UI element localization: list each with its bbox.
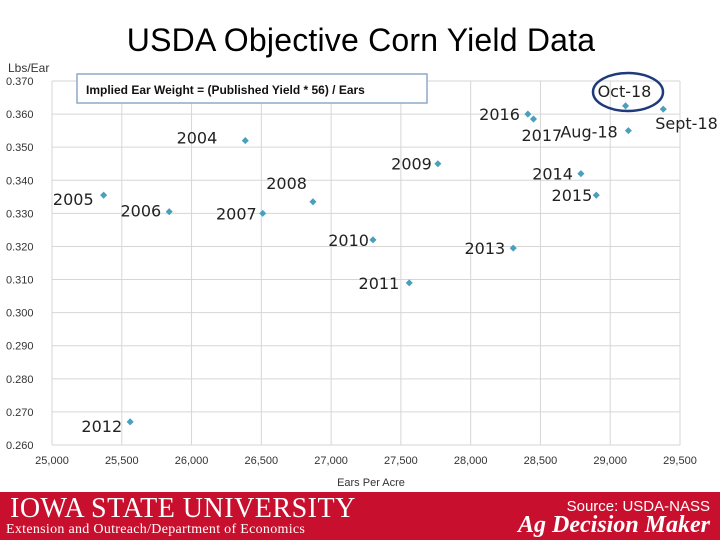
x-axis-title: Ears Per Acre <box>337 477 405 489</box>
data-label: 2012 <box>81 417 122 436</box>
data-label: 2007 <box>216 204 257 223</box>
data-point <box>369 236 377 244</box>
data-point <box>624 127 632 135</box>
x-tick-label: 29,000 <box>593 455 627 467</box>
chart-title: USDA Objective Corn Yield Data <box>126 22 596 58</box>
y-axis-title: Lbs/Ear <box>8 61 49 75</box>
y-tick-label: 0.310 <box>6 275 34 287</box>
data-label: 2004 <box>177 129 218 148</box>
y-tick-label: 0.300 <box>6 308 34 320</box>
data-point <box>241 137 249 145</box>
y-tick-label: 0.260 <box>6 440 34 452</box>
x-tick-label: 25,500 <box>105 455 139 467</box>
data-point <box>165 208 173 216</box>
y-tick-label: 0.370 <box>6 76 34 88</box>
data-label: 2008 <box>266 174 307 193</box>
highlight-circle <box>591 71 665 113</box>
data-point <box>405 279 413 287</box>
university-logo: IOWA STATE UNIVERSITY <box>10 493 356 524</box>
data-label: Oct-18 <box>598 82 652 101</box>
footer-bar: IOWA STATE UNIVERSITY Extension and Outr… <box>0 492 720 540</box>
data-point <box>434 160 442 168</box>
data-label: Aug-18 <box>560 123 617 142</box>
data-label: 2011 <box>359 274 400 293</box>
data-label: 2006 <box>121 202 162 221</box>
data-point <box>592 191 600 199</box>
scatter-chart: 0.260 0.270 0.280 0.290 0.300 0.310 0.320 0.330… <box>6 61 718 489</box>
x-tick-label: 27,000 <box>314 455 348 467</box>
data-label: 2016 <box>479 105 520 124</box>
data-point <box>524 110 532 118</box>
source-text: Source: USDA-NASS <box>566 498 710 515</box>
data-point <box>509 244 517 252</box>
data-point <box>259 209 267 217</box>
data-point <box>529 115 538 123</box>
y-tick-label: 0.270 <box>6 407 34 419</box>
y-tick-label: 0.280 <box>6 374 34 386</box>
data-label: 2017 <box>521 126 562 145</box>
formula-box <box>76 73 428 104</box>
data-label: 2010 <box>328 231 369 250</box>
data-point <box>126 418 134 426</box>
data-point <box>100 191 108 199</box>
formula-text: Implied Ear Weight = (Published Yield * … <box>86 83 365 97</box>
x-tick-label: 26,500 <box>245 455 279 467</box>
data-label: 2015 <box>552 186 593 205</box>
y-tick-label: 0.350 <box>6 142 34 154</box>
data-label: 2014 <box>532 165 573 184</box>
data-point <box>309 198 317 206</box>
y-tick-label: 0.290 <box>6 341 34 353</box>
y-tick-label: 0.320 <box>6 241 34 253</box>
department-text: Extension and Outreach/Department of Eco… <box>6 522 306 537</box>
x-tick-label: 28,000 <box>454 455 488 467</box>
data-point <box>659 105 667 113</box>
data-label: Sept-18 <box>655 114 718 133</box>
y-tick-label: 0.360 <box>6 109 34 121</box>
data-point <box>622 102 630 110</box>
y-tick-label: 0.340 <box>6 175 34 187</box>
brand-text: Ag Decision Maker <box>518 512 710 538</box>
y-tick-label: 0.330 <box>6 208 34 220</box>
x-tick-label: 28,500 <box>524 455 558 467</box>
data-label: 2013 <box>465 239 506 258</box>
data-point <box>577 170 585 178</box>
data-label: 2005 <box>53 190 94 209</box>
data-label: 2009 <box>391 155 432 174</box>
x-tick-label: 26,000 <box>175 455 209 467</box>
x-tick-label: 27,500 <box>384 455 418 467</box>
x-tick-label: 25,000 <box>35 455 69 467</box>
x-tick-label: 29,500 <box>663 455 697 467</box>
